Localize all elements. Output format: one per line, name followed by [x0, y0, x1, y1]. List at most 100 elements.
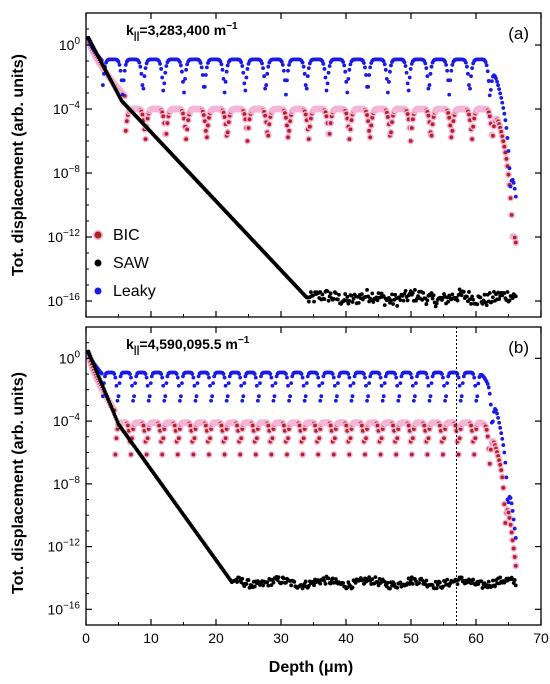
data-point: [280, 62, 285, 67]
legend: BIC SAW Leaky: [93, 227, 156, 300]
data-point: [487, 391, 492, 396]
data-point: [241, 70, 246, 75]
data-point: [371, 300, 376, 304]
data-point: [469, 74, 473, 79]
data-point: [235, 580, 239, 584]
data-point: [469, 423, 473, 428]
data-point: [486, 79, 491, 83]
x-axis-title: Depth (μm): [269, 659, 353, 676]
data-point: [500, 475, 505, 480]
data-point: [195, 381, 200, 386]
data-point: [102, 71, 106, 76]
data-point: [488, 447, 493, 452]
data-point: [344, 423, 349, 428]
data-point: [297, 423, 302, 428]
data-point: [422, 423, 427, 428]
data-point: [488, 402, 493, 407]
data-point: [403, 288, 408, 293]
data-point: [303, 112, 308, 117]
data-point: [456, 375, 461, 380]
series-leaky: [86, 350, 518, 540]
data-point: [138, 64, 143, 69]
data-point: [223, 383, 228, 388]
data-point: [394, 452, 399, 457]
data-point: [427, 398, 432, 403]
data-point: [312, 583, 316, 588]
data-point: [183, 76, 187, 81]
data-point: [99, 371, 104, 376]
data-point: [508, 196, 513, 201]
data-point: [185, 62, 190, 67]
data-point: [345, 295, 350, 299]
data-point: [394, 375, 399, 380]
data-point: [327, 132, 332, 136]
data-point: [273, 381, 278, 386]
data-point: [513, 583, 518, 588]
data-point: [122, 68, 127, 73]
legend-label-saw: SAW: [113, 255, 150, 272]
data-point: [471, 577, 476, 582]
data-point: [348, 436, 353, 441]
data-point: [367, 128, 372, 133]
data-point: [461, 289, 466, 294]
data-point: [388, 69, 392, 74]
data-point: [503, 460, 508, 465]
data-point: [410, 383, 415, 388]
data-point: [309, 116, 313, 121]
data-point: [459, 575, 464, 580]
data-point: [303, 579, 308, 584]
data-point: [350, 394, 355, 399]
data-point: [511, 517, 516, 522]
data-point: [396, 398, 401, 403]
data-point: [502, 111, 507, 116]
data-point: [448, 78, 453, 83]
data-point: [145, 436, 150, 441]
data-point: [266, 423, 271, 428]
data-point: [305, 74, 310, 79]
data-point: [287, 398, 291, 403]
data-point: [501, 139, 506, 144]
data-point: [266, 583, 271, 588]
data-point: [507, 298, 512, 303]
data-point: [512, 526, 517, 531]
data-point: [379, 383, 384, 388]
data-point: [210, 394, 215, 399]
data-point: [395, 303, 400, 308]
series-saw: [86, 349, 518, 591]
data-point: [381, 59, 386, 64]
data-point: [390, 292, 394, 297]
data-point: [505, 136, 510, 140]
data-point: [326, 298, 331, 303]
data-point: [348, 62, 353, 67]
y-tick-label: 100: [59, 36, 81, 53]
data-point: [304, 86, 309, 91]
data-point: [226, 381, 231, 386]
data-point: [403, 64, 408, 68]
data-point: [497, 297, 502, 301]
data-point: [410, 291, 415, 295]
data-point: [266, 133, 271, 138]
data-point: [115, 398, 120, 403]
data-point: [242, 381, 247, 386]
data-point: [179, 394, 183, 399]
data-point: [323, 582, 328, 586]
data-point: [443, 398, 447, 403]
data-point: [411, 398, 416, 403]
data-point: [428, 394, 433, 399]
data-point: [486, 579, 491, 584]
data-point: [199, 65, 204, 70]
data-point: [455, 298, 460, 303]
data-point: [301, 436, 306, 441]
data-point: [476, 381, 481, 386]
data-point: [459, 394, 464, 399]
data-point: [498, 575, 503, 580]
data-point: [496, 416, 500, 420]
data-point: [375, 423, 380, 428]
data-point: [489, 79, 494, 84]
data-point: [113, 452, 118, 457]
x-tick-label: 40: [338, 630, 354, 646]
data-point: [235, 423, 239, 428]
data-point: [318, 398, 323, 403]
data-point: [326, 70, 331, 75]
data-point: [367, 73, 372, 77]
